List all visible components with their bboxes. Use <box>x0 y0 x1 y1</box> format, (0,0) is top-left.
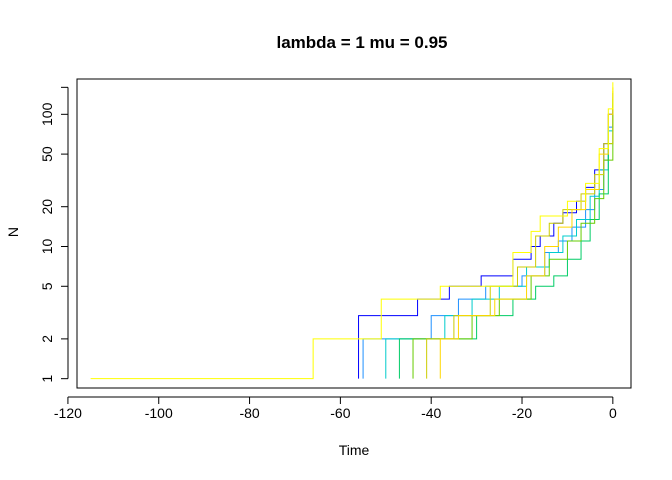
x-tick-label: 0 <box>609 405 617 421</box>
series-line-2 <box>362 97 614 379</box>
y-tick-label: 1 <box>39 375 55 383</box>
y-tick-label: 10 <box>39 238 55 254</box>
y-tick-label: 50 <box>39 146 55 162</box>
series-line-8 <box>90 82 614 380</box>
series-line-3 <box>385 99 614 379</box>
x-tick-label: -120 <box>54 405 82 421</box>
chart-title: lambda = 1 mu = 0.95 <box>276 33 447 52</box>
x-axis-label: Time <box>339 442 370 458</box>
x-tick-label: -40 <box>421 405 441 421</box>
y-tick-label: 2 <box>39 335 55 343</box>
x-axis: -120 -100 -80 -60 -40 -20 0 <box>54 396 617 421</box>
y-axis: 1 2 5 10 20 50 100 <box>39 86 69 383</box>
plot-area-border <box>76 78 632 389</box>
y-tick-label: 5 <box>39 282 55 290</box>
series-line-7 <box>439 87 614 379</box>
y-axis-label: N <box>5 227 21 237</box>
series-line-6 <box>426 91 614 379</box>
series-layer <box>90 82 614 380</box>
x-tick-label: -100 <box>145 405 173 421</box>
y-tick-label: 20 <box>39 199 55 215</box>
y-tick-label: 100 <box>39 102 55 126</box>
x-tick-label: -20 <box>512 405 532 421</box>
x-tick-label: -60 <box>330 405 350 421</box>
series-line-5 <box>412 99 614 379</box>
x-tick-label: -80 <box>239 405 259 421</box>
